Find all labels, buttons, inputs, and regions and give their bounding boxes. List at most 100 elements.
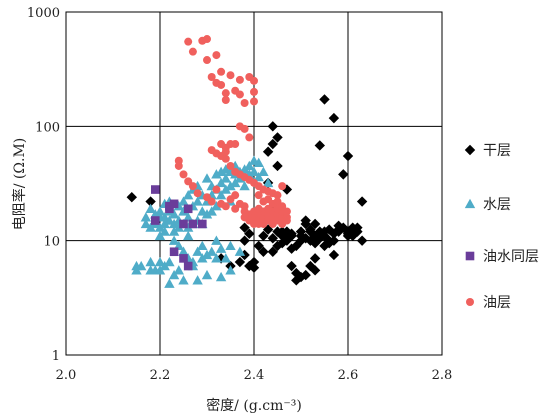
- data-marks: [126, 35, 368, 288]
- data-point: [267, 121, 278, 132]
- data-point: [273, 191, 282, 200]
- data-point: [254, 191, 263, 200]
- data-point: [140, 218, 152, 229]
- data-point: [309, 218, 321, 230]
- x-tick-label: 2.2: [150, 368, 171, 383]
- data-point: [188, 47, 197, 56]
- x-tick-label: 2.6: [338, 368, 359, 383]
- data-point: [188, 219, 198, 229]
- data-point: [154, 256, 166, 267]
- data-point: [159, 226, 170, 236]
- data-point: [234, 246, 246, 256]
- data-point: [262, 146, 274, 157]
- data-point: [154, 206, 166, 216]
- data-point: [201, 209, 213, 219]
- y-tick-label: 1000: [27, 6, 60, 21]
- data-point: [203, 56, 211, 65]
- data-point: [184, 37, 193, 46]
- data-point: [220, 173, 231, 183]
- data-point: [178, 196, 189, 206]
- data-point: [225, 240, 236, 251]
- data-point: [206, 246, 217, 256]
- data-point: [211, 201, 222, 211]
- data-point: [217, 140, 226, 149]
- data-point: [220, 253, 231, 263]
- legend-marker: [466, 298, 474, 306]
- data-point: [164, 256, 175, 267]
- data-point: [164, 215, 175, 225]
- data-point: [231, 191, 240, 200]
- data-point: [244, 228, 255, 239]
- data-point: [244, 160, 255, 171]
- data-point: [225, 265, 236, 275]
- data-point: [183, 222, 194, 232]
- data-point: [324, 238, 335, 249]
- data-point: [225, 180, 236, 191]
- data-point: [253, 157, 264, 167]
- data-point: [356, 235, 368, 246]
- data-point: [151, 216, 160, 225]
- data-point: [328, 249, 340, 261]
- series-group: [126, 94, 368, 286]
- data-point: [211, 169, 222, 179]
- data-point: [201, 173, 213, 183]
- data-point: [183, 230, 194, 241]
- data-point: [239, 180, 250, 191]
- data-point: [254, 204, 263, 213]
- plot-area-frame: [65, 11, 443, 356]
- data-point: [212, 185, 221, 194]
- data-point: [207, 73, 216, 82]
- data-point: [178, 246, 189, 256]
- data-point: [338, 169, 349, 180]
- data-point: [278, 202, 287, 211]
- data-point: [197, 240, 208, 251]
- data-point: [278, 182, 287, 191]
- data-point: [207, 146, 216, 155]
- legend-marker: [464, 198, 476, 209]
- legend-marker: [465, 251, 475, 261]
- data-point: [231, 204, 240, 213]
- data-point: [267, 138, 278, 150]
- data-point: [356, 196, 368, 207]
- data-point: [221, 95, 230, 104]
- data-point: [295, 226, 307, 237]
- data-point: [226, 71, 235, 80]
- data-point: [272, 160, 283, 172]
- data-point: [253, 240, 264, 252]
- data-point: [198, 219, 207, 229]
- data-point: [240, 124, 249, 133]
- data-point: [262, 177, 274, 188]
- data-point: [239, 222, 250, 233]
- data-point: [291, 267, 302, 279]
- data-point: [178, 275, 189, 285]
- data-point: [250, 87, 258, 96]
- data-point: [136, 260, 147, 271]
- data-point: [221, 147, 230, 156]
- data-point: [250, 97, 258, 106]
- x-axis-title: 密度/ (g.cm⁻³): [206, 397, 302, 414]
- data-point: [179, 170, 188, 179]
- data-point: [286, 260, 297, 272]
- data-point: [286, 230, 297, 242]
- data-point: [254, 219, 263, 228]
- series-group: [151, 185, 207, 271]
- legend-label: 水层: [483, 197, 511, 213]
- data-point: [164, 278, 175, 288]
- data-point: [140, 212, 152, 222]
- data-point: [309, 253, 321, 264]
- data-point: [258, 246, 269, 257]
- data-point: [309, 265, 321, 276]
- data-point: [193, 189, 202, 198]
- data-point: [248, 256, 260, 268]
- data-point: [328, 112, 340, 124]
- data-point: [192, 196, 203, 206]
- data-point: [234, 256, 246, 268]
- data-point: [221, 202, 230, 211]
- data-point: [168, 269, 180, 280]
- data-point: [154, 230, 166, 241]
- data-point: [211, 253, 222, 263]
- data-point: [192, 275, 203, 285]
- data-point: [250, 76, 258, 85]
- data-point: [295, 235, 307, 246]
- data-point: [126, 191, 137, 203]
